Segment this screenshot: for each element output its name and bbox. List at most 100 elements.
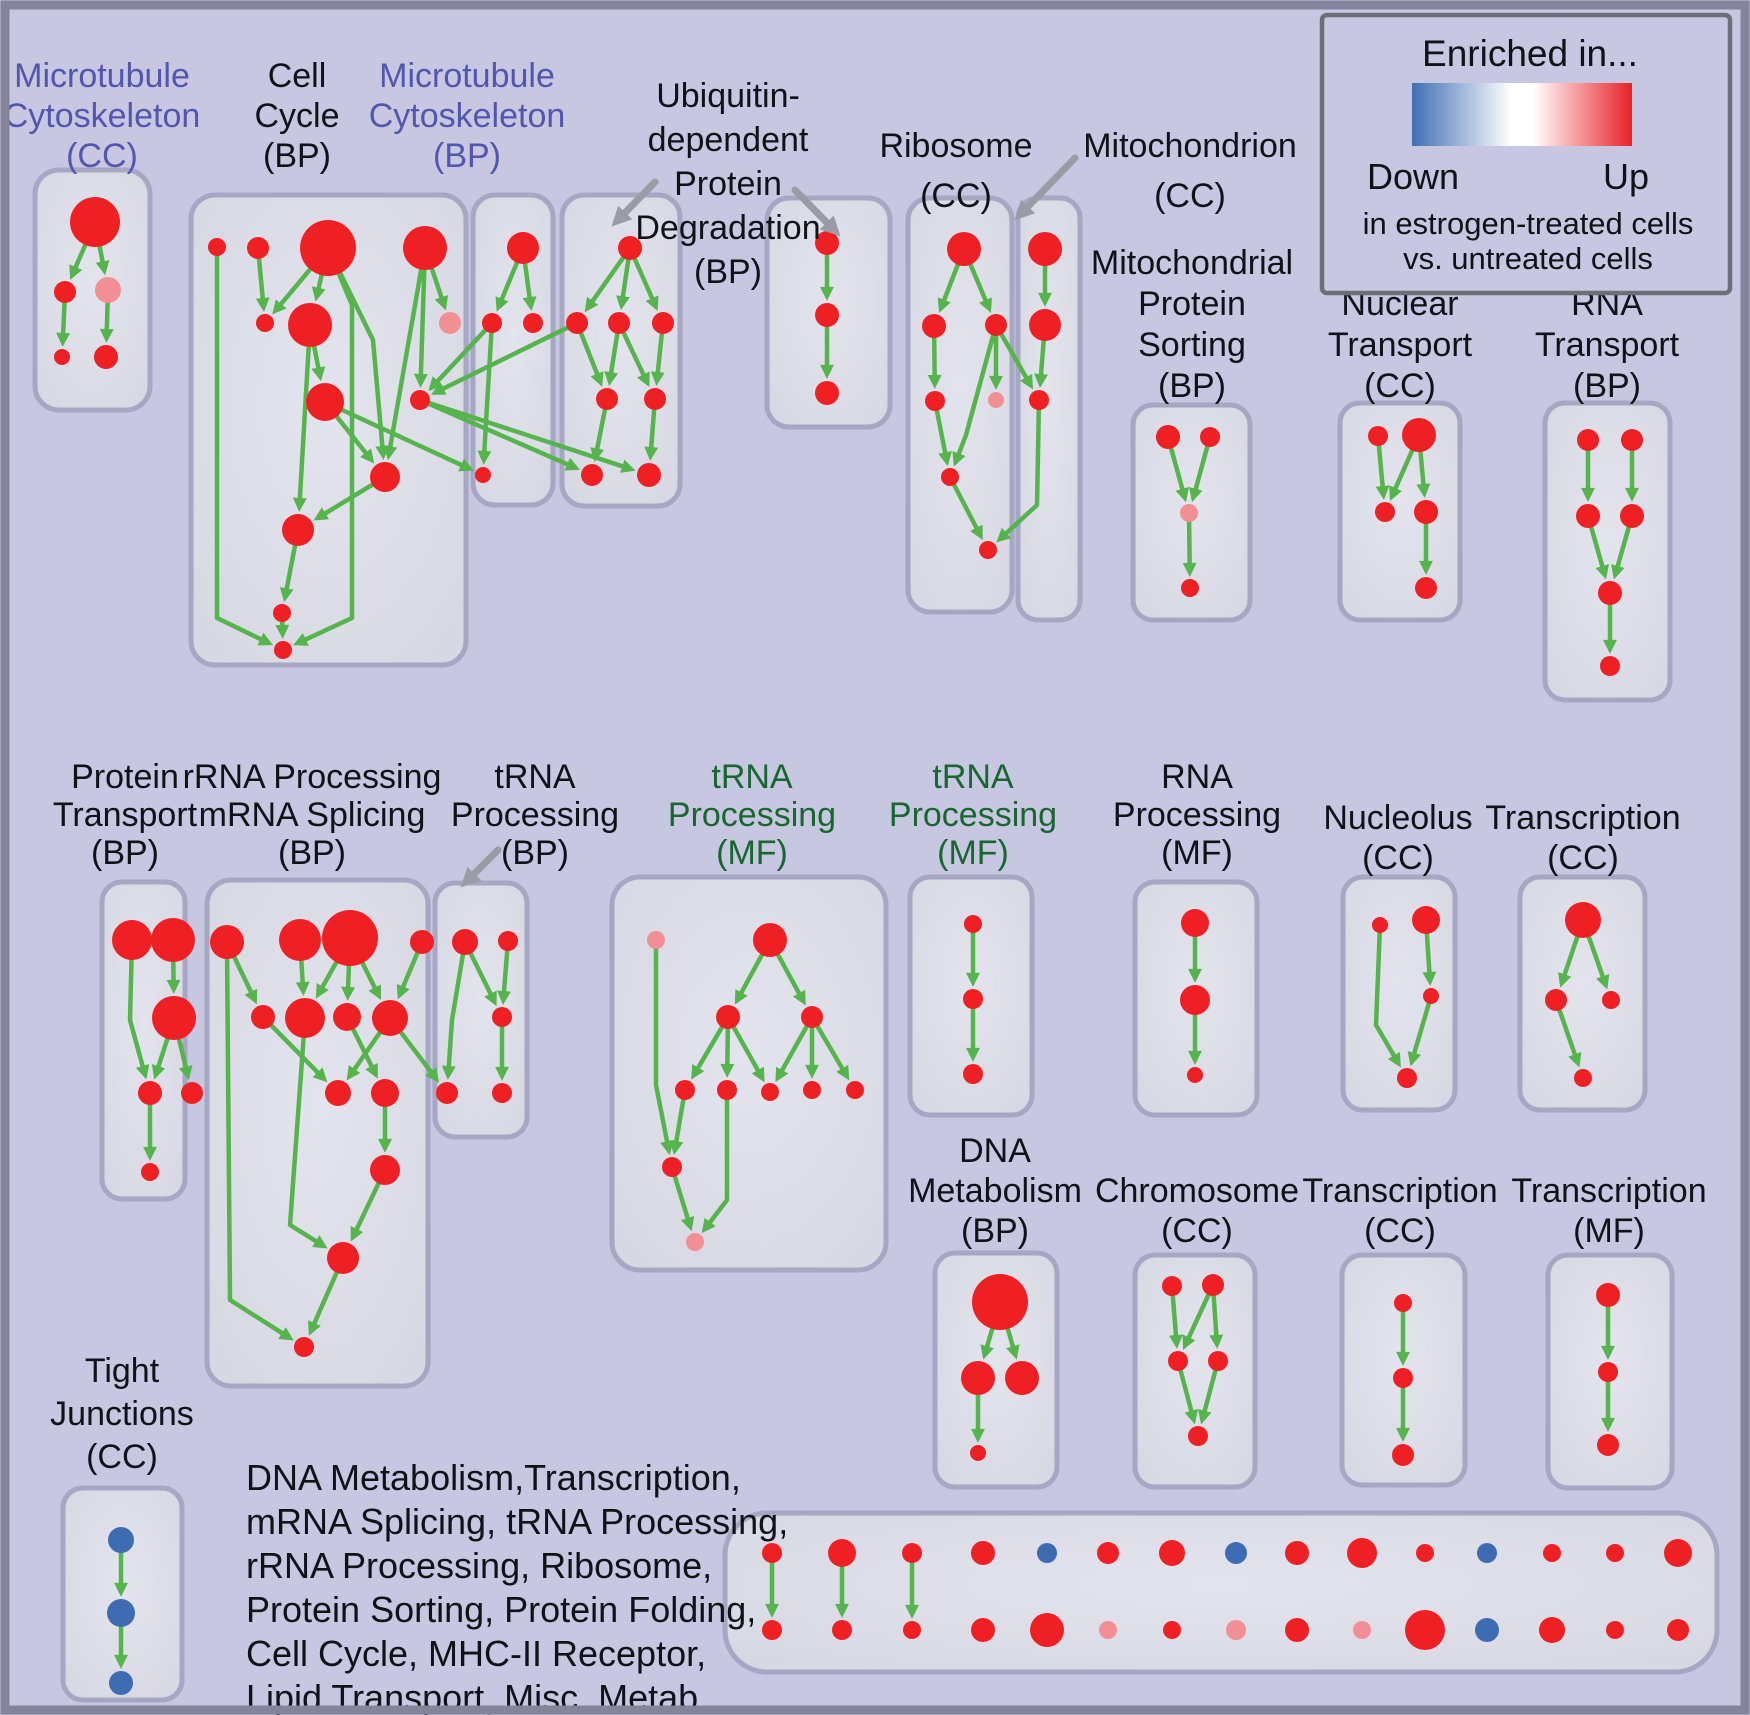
cluster-label-rna-processing-mf-line0: RNA [1161,758,1233,796]
cluster-label-trna-processing-bp-line2: (BP) [501,834,569,872]
go-term-node-protein-transport-bp-1 [151,918,195,962]
cluster-label-microtubule-cytoskeleton-cc-line2: (CC) [66,137,138,175]
cluster-label-mitochondrion-cc-line1: (CC) [1154,177,1226,215]
cluster-label-chromosome-cc-line0: Chromosome [1095,1172,1299,1210]
go-term-node-mixed-go-terms-27 [1539,1617,1565,1643]
go-term-node-microtubule-cytoskeleton-cc-2 [95,277,121,303]
go-term-node-mixed-go-terms-10 [1416,1544,1434,1562]
go-term-node-microtubule-cytoskeleton-bp-3 [475,467,491,483]
go-term-node-dna-metabolism-bp-3 [970,1445,986,1461]
edge-ubiquitin-degradation-bp-3 [578,330,604,387]
edge-nuclear-transport-cc-2 [1416,449,1431,498]
cluster-label-tight-junctions-cc-line1: Junctions [50,1395,194,1433]
edge-rrna-processing-mrna-splicing-bp-6 [396,950,420,1000]
edge-cell-cycle-bp-7 [413,267,428,388]
go-term-node-cell-cycle-bp-8 [410,390,430,410]
cluster-label-transcription-mf-line0: Transcription [1511,1172,1706,1210]
edge-ribosome-cc-0 [937,262,961,313]
go-term-node-mixed-go-terms-18 [971,1618,995,1642]
cluster-label-microtubule-cytoskeleton-cc-line1: Cytoskeleton [4,97,201,135]
cluster-label-cell-cycle-bp-line0: Cell [268,57,327,95]
edge-trna-processing-mf-8 [653,946,674,1156]
edge-mitochondrial-protein-sorting-bp-1 [1188,444,1210,503]
go-term-node-trna-processing-bp-0 [452,929,478,955]
go-term-node-nuclear-transport-cc-0 [1368,426,1388,446]
cluster-label-mitochondrial-protein-sorting-bp-line1: Protein [1138,285,1246,323]
legend-title: Enriched in... [1422,33,1638,74]
cluster-label-rna-processing-mf-line1: Processing [1113,796,1281,834]
edge-ubiquitin-degradation-bp-2 [632,256,659,311]
edge-cell-cycle-bp-1 [255,256,270,312]
cluster-label-dna-metabolism-bp-line2: (BP) [961,1212,1029,1250]
go-term-node-mitochondrion-cc-1 [1029,309,1061,341]
edge-rrna-processing-mrna-splicing-bp-3 [315,960,339,999]
go-term-node-trna-processing-mf-2-0 [964,915,982,933]
go-term-node-transcription-mf-2 [1597,1434,1619,1456]
go-term-node-microtubule-cytoskeleton-bp-0 [507,232,539,264]
cluster-label-mitochondrial-protein-sorting-bp-line2: Sorting [1138,326,1246,364]
cluster-label-chromosome-cc-line1: (CC) [1161,1212,1233,1250]
edge-chromosome-cc-4 [1197,1368,1218,1425]
go-term-node-rrna-processing-mrna-splicing-bp-5 [285,998,325,1038]
cluster-box-cell-cycle-bp [188,192,469,668]
go-term-node-ubiquitin-degradation-bp-0 [618,236,642,260]
cluster-label-microtubule-cytoskeleton-cc-line0: Microtubule [14,57,190,95]
go-term-node-rrna-processing-mrna-splicing-bp-9 [371,1079,399,1107]
edge-trna-processing-mf-10 [701,1097,730,1234]
cluster-label-rna-transport-bp-line2: (BP) [1573,367,1641,405]
go-term-node-mixed-go-terms-2 [902,1543,922,1563]
cluster-label-nucleolus-cc-line0: Nucleolus [1323,799,1472,837]
edge-rrna-processing-mrna-splicing-bp-2 [295,958,310,996]
cross-edge-3 [428,328,488,392]
edge-cell-cycle-bp-10 [292,344,311,512]
edge-nuclear-transport-cc-1 [1389,448,1415,501]
go-term-node-mitochondrial-protein-sorting-bp-1 [1200,427,1220,447]
go-term-node-trna-processing-mf-2 [716,1005,740,1029]
cluster-label-trna-processing-mf-2-line0: tRNA [932,758,1014,796]
edge-trna-processing-bp-0 [441,952,466,1080]
cluster-box-mixed-go-terms [722,1510,1720,1675]
go-term-node-mixed-go-terms-13 [1606,1544,1624,1562]
cross-edge-2 [427,400,636,473]
edge-ubiquitin-degradation-bp-1 [616,257,631,311]
go-term-node-dna-metabolism-bp-2 [1005,1361,1039,1395]
cross-edge-0 [339,407,474,472]
cluster-label-nucleolus-cc-line1: (CC) [1362,839,1434,877]
go-term-node-rna-transport-bp-3 [1620,504,1644,528]
go-term-node-rrna-processing-mrna-splicing-bp-2 [322,910,378,966]
go-term-node-ubiquitin-degradation-bp-2-1 [815,303,839,327]
edge-rna-transport-bp-3 [1611,525,1631,580]
category-list-line: rRNA Processing, Ribosome, [246,1545,712,1586]
edge-nucleolus-cc-0 [1373,930,1401,1068]
go-term-node-mixed-go-terms-5 [1097,1542,1119,1564]
go-term-node-cell-cycle-bp-2 [300,220,356,276]
edge-cell-cycle-bp-8 [383,267,424,461]
go-term-node-transcription-cc-2 [1602,991,1620,1009]
go-term-node-tight-junctions-cc-1 [107,1599,135,1627]
go-term-node-chromosome-cc-1 [1202,1274,1224,1296]
go-term-node-microtubule-cytoskeleton-cc-4 [94,345,118,369]
legend: Enriched in... Down Up in estrogen-treat… [1319,12,1733,296]
go-term-node-ribosome-cc-1 [922,314,946,338]
go-term-node-cell-cycle-bp-7 [306,383,344,421]
cluster-label-trna-processing-mf-line1: Processing [668,796,836,834]
go-term-node-mixed-go-terms-21 [1163,1621,1181,1639]
cluster-label-nuclear-transport-cc-line1: Transport [1328,326,1473,364]
edge-mitochondrial-protein-sorting-bp-0 [1168,446,1190,503]
cluster-label-microtubule-cytoskeleton-bp-line0: Microtubule [379,57,555,95]
go-term-node-mixed-go-terms-25 [1405,1610,1445,1650]
edge-transcription-cc-1 [1586,934,1610,990]
go-term-node-rrna-processing-mrna-splicing-bp-0 [210,925,244,959]
cluster-label-trna-processing-mf-2-line1: Processing [889,796,1057,834]
go-term-node-ubiquitin-degradation-bp-3 [652,312,674,334]
cluster-label-ubiquitin-degradation-bp-line2: Protein [674,165,782,203]
go-term-node-mixed-go-terms-4 [1037,1543,1057,1563]
go-term-node-mixed-go-terms-9 [1347,1538,1377,1568]
go-term-node-transcription-mf-1 [1598,1362,1618,1382]
cluster-label-trna-processing-bp-line0: tRNA [494,758,576,796]
go-term-node-cell-cycle-bp-9 [370,462,400,492]
edge-microtubule-cytoskeleton-bp-1 [522,261,537,311]
go-term-node-microtubule-cytoskeleton-bp-2 [523,313,543,333]
go-term-node-mixed-go-terms-3 [971,1541,995,1565]
